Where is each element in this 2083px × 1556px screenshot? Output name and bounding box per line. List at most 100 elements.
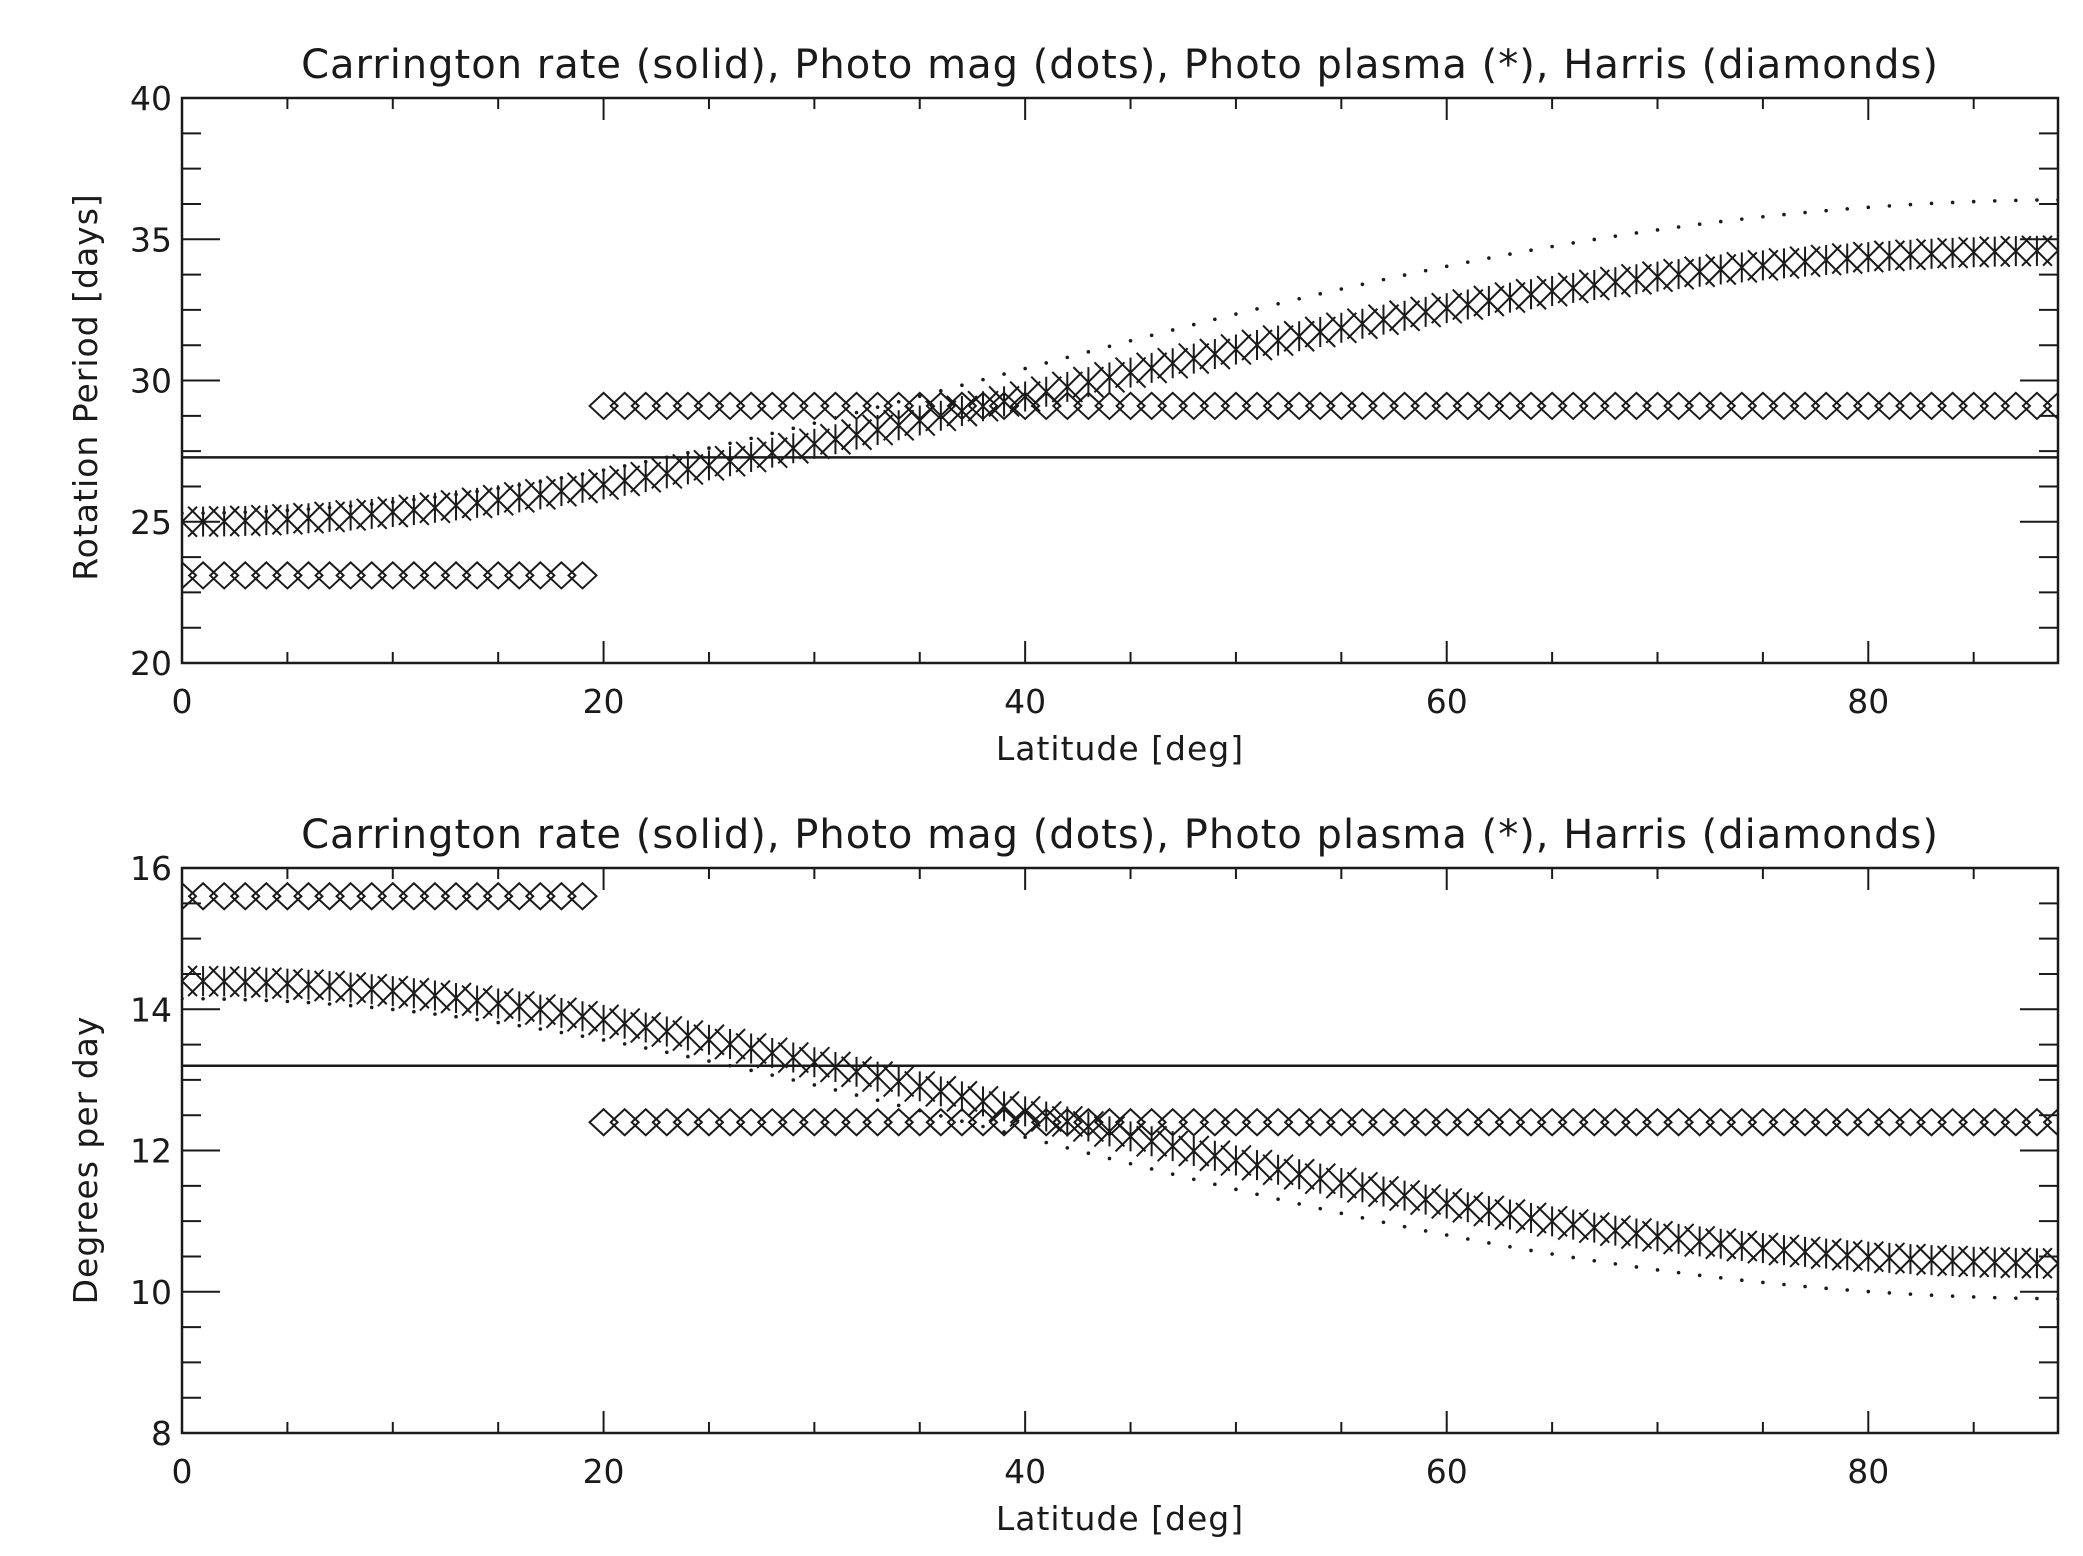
photo-plasma-asterisk — [1093, 1115, 1126, 1148]
photo-plasma-asterisk — [1494, 281, 1526, 314]
harris-diamond — [2042, 391, 2058, 421]
photo-plasma-asterisk — [587, 468, 620, 501]
harris-diamond — [1557, 391, 1589, 421]
photo-plasma-asterisk — [861, 1060, 894, 1093]
photo-plasma-asterisk — [566, 1000, 599, 1033]
photo-plasma-asterisk — [313, 970, 346, 1002]
photo-mag-dot — [1803, 210, 1807, 215]
photo-mag-dot — [1550, 244, 1554, 249]
photo-mag-dot — [1276, 1197, 1280, 1201]
harris-diamond — [1937, 1107, 1969, 1137]
photo-mag-dot — [960, 383, 964, 388]
photo-mag-dot — [1339, 1211, 1344, 1216]
photo-plasma-asterisk — [840, 418, 873, 451]
x-tick-label: 0 — [172, 682, 193, 721]
x-tick-label: 80 — [1847, 682, 1889, 721]
harris-diamond — [1009, 391, 1041, 421]
photo-mag-dot — [1487, 1241, 1491, 1245]
photo-plasma-asterisk — [651, 457, 683, 490]
y-tick-label: 14 — [130, 990, 172, 1029]
photo-mag-dot — [1950, 1294, 1955, 1298]
harris-diamond — [798, 391, 830, 421]
harris-diamond — [1916, 391, 1947, 421]
harris-diamond — [1262, 391, 1294, 421]
photo-mag-dot — [1971, 199, 1976, 204]
photo-mag-dot — [875, 405, 880, 409]
photo-mag-dot — [1297, 296, 1301, 301]
photo-plasma-asterisk — [1199, 1140, 1231, 1172]
harris-diamond — [1894, 391, 1926, 421]
harris-diamond — [672, 391, 704, 421]
harris-diamond — [545, 881, 577, 911]
photo-mag-dot — [1465, 1237, 1470, 1241]
harris-diamond — [1789, 391, 1821, 421]
photo-mag-dot — [707, 1059, 711, 1063]
photo-plasma-asterisk — [777, 1041, 809, 1074]
photo-plasma-asterisk — [1051, 1105, 1084, 1138]
photo-mag-dot — [728, 1063, 732, 1068]
harris-diamond — [630, 391, 662, 421]
photo-mag-dot — [1655, 1268, 1660, 1272]
harris-diamond — [714, 1107, 746, 1137]
photo-plasma-asterisk — [482, 987, 514, 1020]
photo-mag-dot — [327, 1002, 332, 1006]
photo-plasma-asterisk — [1620, 1217, 1653, 1250]
photo-mag-dot — [1297, 1202, 1301, 1206]
harris-diamond — [377, 881, 409, 911]
harris-diamond — [756, 1107, 788, 1137]
photo-plasma-asterisk — [524, 478, 557, 511]
harris-diamond — [1009, 1107, 1041, 1137]
photo-mag-dot — [1929, 201, 1934, 206]
harris-diamond — [1072, 1107, 1104, 1137]
harris-diamond — [841, 391, 872, 421]
harris-diamond — [314, 561, 346, 590]
harris-diamond — [841, 1107, 872, 1137]
photo-mag-dot — [1718, 1276, 1723, 1280]
photo-mag-dot — [1318, 1206, 1323, 1211]
photo-plasma-asterisk — [735, 441, 767, 473]
harris-diamond — [1368, 391, 1399, 421]
photo-mag-dot — [1697, 222, 1702, 227]
harris-diamond — [524, 881, 556, 911]
photo-mag-dot — [1761, 214, 1765, 219]
photo-mag-dot — [559, 1030, 564, 1035]
photo-plasma-asterisk — [1683, 1225, 1716, 1258]
harris-diamond — [1178, 1107, 1210, 1137]
photo-plasma-asterisk — [1388, 300, 1421, 332]
photo-plasma-asterisk — [1536, 1205, 1568, 1238]
photo-plasma-asterisk — [1178, 342, 1210, 375]
photo-mag-dot — [1676, 225, 1681, 229]
plot-area — [182, 197, 2058, 590]
photo-mag-dot — [1866, 205, 1871, 210]
photo-plasma-asterisk — [461, 984, 493, 1017]
photo-mag-dot — [1908, 1292, 1913, 1296]
harris-diamond — [1494, 391, 1526, 421]
harris-diamond — [1979, 391, 2011, 421]
photo-plasma-asterisk — [1114, 356, 1147, 389]
harris-diamond — [1072, 391, 1104, 421]
harris-diamond — [1093, 391, 1125, 421]
x-tick-label: 80 — [1847, 1452, 1889, 1491]
photo-mag-dot — [264, 998, 269, 1003]
harris-diamond — [862, 1107, 894, 1137]
photo-plasma-asterisk — [1662, 258, 1695, 290]
photo-plasma-asterisk — [1367, 303, 1400, 336]
photo-mag-dot — [1508, 252, 1512, 256]
harris-diamond — [1768, 391, 1800, 421]
harris-diamond — [271, 561, 303, 590]
harris-diamond — [2042, 1107, 2058, 1137]
photo-plasma-asterisk — [925, 400, 957, 432]
photo-plasma-asterisk — [566, 472, 599, 504]
harris-diamond — [545, 561, 577, 590]
photo-plasma-asterisk — [693, 1024, 725, 1056]
photo-plasma-asterisk — [946, 1080, 978, 1113]
harris-diamond — [1051, 391, 1083, 421]
chart-title: Carrington rate (solid), Photo mag (dots… — [301, 812, 1939, 858]
harris-diamond — [1768, 1107, 1800, 1137]
photo-mag-dot — [960, 1119, 964, 1124]
x-axis-label: Latitude [deg] — [996, 1499, 1244, 1538]
photo-mag-dot — [2014, 198, 2018, 203]
harris-diamond — [461, 881, 493, 911]
harris-diamond — [862, 391, 894, 421]
harris-diamond — [1873, 1107, 1905, 1137]
